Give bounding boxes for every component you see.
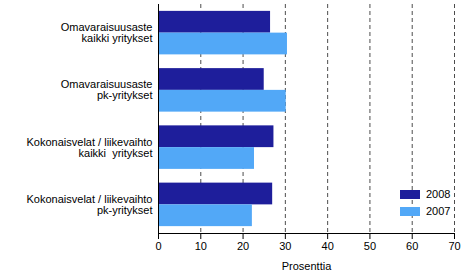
svg-text:20: 20 [237, 240, 249, 252]
svg-text:50: 50 [364, 240, 376, 252]
html-text:2008: 2008 [426, 188, 451, 200]
svg-text:0: 0 [155, 240, 161, 252]
svg-text:60: 60 [406, 240, 418, 252]
svg-text:Omavaraisuusastekaikki yrityks: Omavaraisuusastekaikki yritykset [61, 21, 153, 44]
svg-text:70: 70 [448, 240, 460, 252]
svg-text:Kokonaisvelat / liikevaihtopk-: Kokonaisvelat / liikevaihtopk-yritykset [27, 193, 153, 216]
svg-text:10: 10 [195, 240, 207, 252]
svg-text:40: 40 [322, 240, 334, 252]
svg-text:30: 30 [279, 240, 291, 252]
html-text:2007: 2007 [426, 205, 451, 217]
svg-text:Kokonaisvelat / liikevaihtokai: Kokonaisvelat / liikevaihtokaikki yrityk… [27, 136, 153, 159]
svg-text:Omavaraisuusastepk-yritykset: Omavaraisuusastepk-yritykset [61, 78, 153, 101]
svg-text:Prosenttia: Prosenttia [282, 260, 332, 272]
